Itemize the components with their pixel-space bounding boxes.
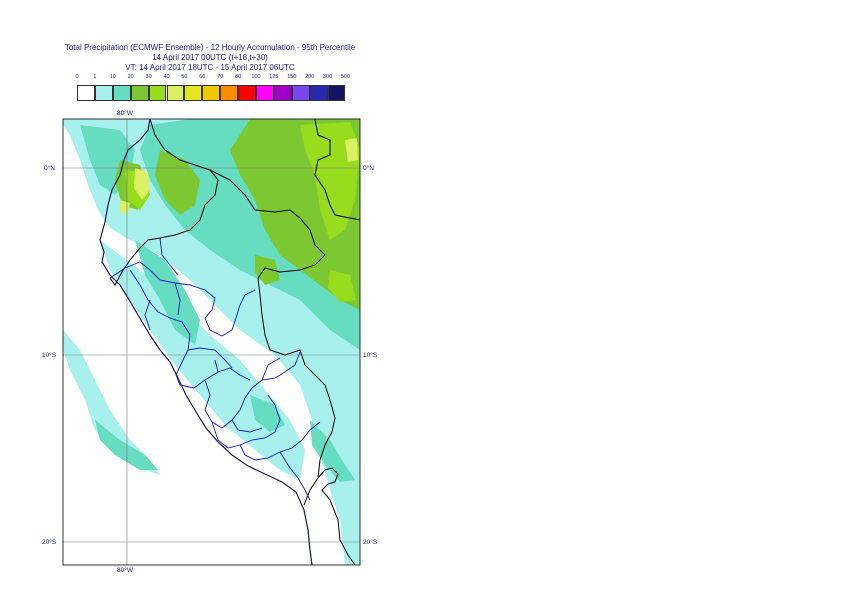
legend-tick-label: 300 (323, 74, 333, 80)
precip-area-bright-green (300, 122, 360, 240)
precip-area-medium (135, 240, 200, 345)
lat-label-10s-right: 10°S (363, 352, 378, 359)
legend-color-swatch (184, 85, 203, 101)
precipitation-field (63, 119, 360, 565)
coastline (99, 118, 313, 566)
legend-color-swatch (166, 85, 185, 101)
legend-tick-label: 100 (251, 74, 261, 80)
lon-label-bottom: 80°W (117, 567, 133, 574)
precip-area-green (255, 255, 280, 285)
lat-label-20s-left: 20°S (42, 539, 57, 546)
precip-area-yellow (134, 168, 150, 200)
legend-color-swatch (148, 85, 167, 101)
precip-area-yellow (345, 138, 358, 162)
legend-tick-label: 125 (269, 74, 279, 80)
lat-label-10s-left: 10°S (42, 352, 57, 359)
legend-color-swatch (220, 85, 239, 101)
regional-boundaries (109, 237, 321, 501)
legend-color-swatch (112, 85, 131, 101)
precip-area-bright-green (328, 270, 356, 302)
legend-tick-label: 40 (163, 74, 170, 80)
precip-area-yellow (120, 200, 130, 214)
legend-tick-label: 20 (127, 74, 134, 80)
country-borders (109, 118, 361, 566)
legend-color-swatch (309, 85, 328, 101)
legend-color-swatch (291, 85, 310, 101)
map-frame (62, 118, 361, 566)
legend-color-swatch (273, 85, 292, 101)
legend-color-swatch (202, 85, 221, 101)
legend-color-swatch (77, 85, 95, 101)
precip-area-medium (95, 420, 158, 470)
graticule (63, 119, 360, 565)
legend-tick-label: 1 (93, 74, 97, 80)
legend-tick-label: 70 (217, 74, 224, 80)
lat-label-20s-right: 20°S (363, 539, 378, 546)
legend-tick-label: 200 (305, 74, 315, 80)
precip-area-green (155, 150, 200, 215)
precip-area-medium (310, 420, 355, 482)
legend-tick-label: 60 (199, 74, 206, 80)
map-title-line-1: Total Precipitation (ECMWF Ensemble) - 1… (64, 43, 356, 52)
legend-tick-label: 0 (75, 74, 79, 80)
lat-label-0-right: 0°N (363, 165, 374, 172)
legend-color-swatch (327, 85, 346, 101)
legend-color-swatch (130, 85, 149, 101)
legend-tick-label: 50 (181, 74, 188, 80)
legend-tick-label: 10 (109, 74, 116, 80)
legend-tick-label: 80 (235, 74, 242, 80)
precip-area-light (63, 330, 160, 475)
legend-color-swatch (256, 85, 274, 101)
legend-color-swatch (238, 85, 256, 101)
legend-color-swatch (94, 85, 113, 101)
lon-label-top: 80°W (117, 110, 133, 117)
legend-tick-label: 150 (287, 74, 297, 80)
map-title-line-2: 14 April 2017 00UTC (t+18,t+30) (152, 53, 268, 62)
precip-area-light (100, 240, 305, 480)
map-title-line-3: VT: 14 April 2017 18UTC - 15 April 2017 … (125, 63, 295, 72)
legend-tick-label: 30 (145, 74, 152, 80)
precip-area-medium (250, 395, 285, 432)
lat-label-0-left: 0°N (44, 165, 55, 172)
legend-tick-label: 500 (340, 74, 351, 80)
